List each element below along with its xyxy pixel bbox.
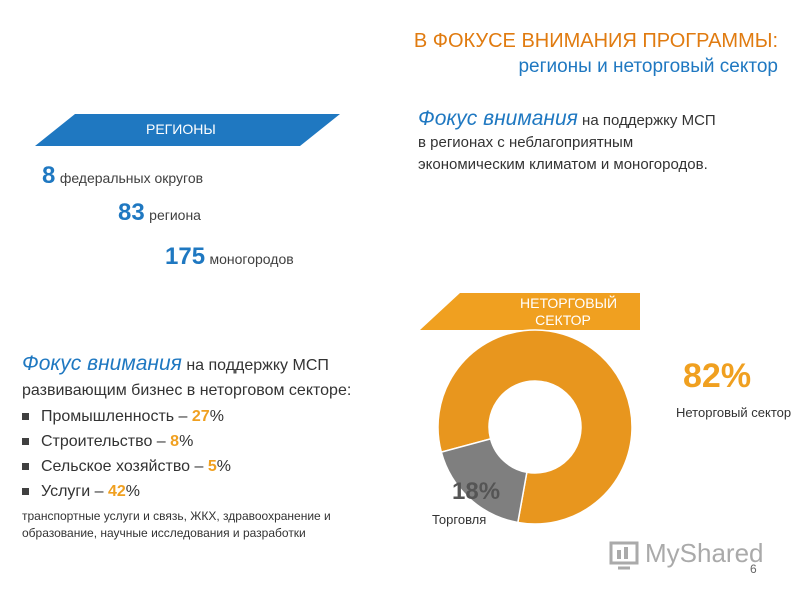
stat-number: 8 [42,162,56,189]
item-label: Сельское хозяйство – [41,458,204,475]
stat-label: региона [149,207,201,223]
stat-label: моногородов [209,251,294,267]
item-unit: % [216,458,231,475]
note: транспортные услуги и связь, ЖКХ, здраво… [22,508,351,542]
focus-lead: Фокус внимания [22,352,182,375]
item-unit: % [209,408,224,425]
bullet [22,413,29,421]
sector-banner-text: НЕТОРГОВЫЙ СЕКТОР [520,295,618,329]
title: В ФОКУСЕ ВНИМАНИЯ ПРОГРАММЫ: [413,30,778,52]
stat: 175 моногородов [165,243,294,271]
sector-banner [420,293,640,330]
list-item: Строительство – 8% [22,433,351,458]
focus-line: в регионах с неблагоприятным [418,134,634,151]
watermark-icon [609,541,639,570]
focus-line: на поддержку МСП [186,357,329,374]
item-unit: % [125,483,141,500]
focus-regions: Фокус внимания на поддержку МСП в регион… [418,108,716,176]
stat: 83 региона [118,199,201,227]
item-value: 5 [207,458,217,475]
item-value: 27 [191,408,210,425]
sector-banner-line: СЕКТОР [535,312,591,328]
item-label: Строительство – [41,433,166,450]
bullet [22,438,29,446]
page-number: 6 [750,562,757,576]
focus-sector: Фокус внимания на поддержку МСП развиваю… [22,352,351,542]
watermark: MyShared [645,538,764,568]
list-item: Сельское хозяйство – 5% [22,458,351,483]
value-label: 82% [683,357,752,395]
bullet [22,488,29,496]
category-label: Неторговый сектор [676,405,792,420]
focus-line: развивающим бизнес в неторговом секторе: [22,382,352,399]
focus-line: на поддержку МСП [582,112,716,129]
sector-banner-line: НЕТОРГОВЫЙ [520,295,618,311]
note-line: транспортные услуги и связь, ЖКХ, здраво… [22,509,331,523]
item-unit: % [179,433,194,450]
category-label: Торговля [432,512,487,527]
focus-lead: Фокус внимания [418,107,578,130]
note-line: образование, научные исследования и разр… [22,526,306,540]
focus-line: экономическим климатом и моногородов. [418,156,708,173]
stat-number: 83 [118,199,145,226]
list-item: Услуги – 42% [22,483,351,508]
item-value: 42 [108,483,126,500]
stat-number: 175 [165,243,206,270]
regions-banner-text: РЕГИОНЫ [146,121,216,137]
value-label: 18% [452,478,501,505]
donut-slice [440,437,528,524]
regions-banner [35,114,340,146]
stat-label: федеральных округов [59,170,204,186]
donut-slice [437,329,633,525]
item-label: Услуги – [41,483,104,500]
subtitle: регионы и неторговый сектор [518,56,778,77]
stat: 8 федеральных округов [42,162,203,190]
item-list: Промышленность – 27% Строительство – 8% Се… [22,408,351,508]
list-item: Промышленность – 27% [22,408,351,433]
item-value: 8 [170,433,180,450]
item-label: Промышленность – [41,408,188,425]
bullet [22,463,29,471]
